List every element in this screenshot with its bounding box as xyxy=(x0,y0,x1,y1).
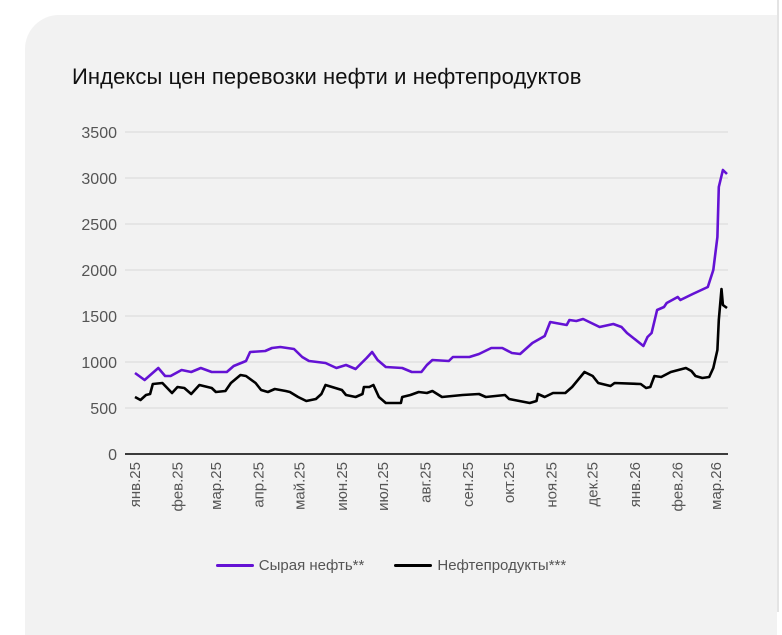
legend: Сырая нефть** Нефтепродукты*** xyxy=(0,557,782,574)
x-tick-label: ноя.25 xyxy=(544,462,561,508)
y-tick-label: 1500 xyxy=(81,309,117,326)
chart-title: Индексы цен перевозки нефти и нефтепроду… xyxy=(72,64,582,89)
x-tick-label: авг.25 xyxy=(418,462,435,503)
y-tick-label: 1000 xyxy=(81,355,117,372)
x-tick-label: май.25 xyxy=(291,462,308,510)
y-tick-label: 0 xyxy=(108,447,117,464)
legend-swatch-products xyxy=(394,564,433,567)
x-tick-label: апр.25 xyxy=(250,462,267,508)
x-tick-label: мар.26 xyxy=(708,462,725,510)
x-tick-label: дек.25 xyxy=(585,462,602,507)
legend-item-products[interactable]: Нефтепродукты*** xyxy=(394,557,566,574)
legend-swatch-crude xyxy=(215,564,254,567)
x-tick-label: мар.25 xyxy=(208,462,225,510)
y-tick-label: 2000 xyxy=(81,263,117,280)
x-tick-label: окт.25 xyxy=(501,462,518,503)
legend-label-products: Нефтепродукты*** xyxy=(437,557,567,574)
y-tick-label: 3500 xyxy=(81,125,117,142)
scrollbar-edge xyxy=(777,0,779,612)
chart-card xyxy=(25,15,777,635)
line-chart: 0 500 1000 1500 2000 2500 3000 3500 янв.25 фев.25… xyxy=(81,125,728,512)
y-tick-label: 500 xyxy=(90,401,117,418)
x-tick-label: янв.26 xyxy=(627,462,644,507)
series-line-crude-oil xyxy=(134,168,728,382)
y-tick-label: 2500 xyxy=(81,217,117,234)
x-tick-label: фев.26 xyxy=(670,462,687,512)
y-tick-label: 3000 xyxy=(81,171,117,188)
series-line-oil-products xyxy=(134,287,728,405)
x-tick-label: июн.25 xyxy=(334,462,351,511)
x-tick-label: июл.25 xyxy=(375,462,392,511)
x-tick-label: янв.25 xyxy=(127,462,144,507)
x-tick-label: сен.25 xyxy=(460,462,477,507)
x-tick-label: фев.25 xyxy=(169,462,186,512)
legend-item-crude[interactable]: Сырая нефть** xyxy=(215,557,365,574)
legend-label-crude: Сырая нефть** xyxy=(258,557,365,574)
